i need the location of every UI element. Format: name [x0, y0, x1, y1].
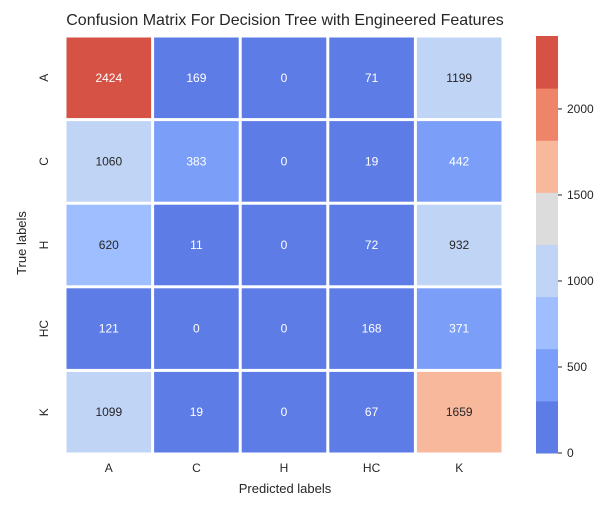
- heatmap-cell-A-A: [66, 37, 152, 119]
- heatmap-cell-C-HC: [329, 121, 414, 202]
- colorbar-segment: [536, 348, 558, 402]
- heatmap-cell-H-K: [416, 204, 502, 286]
- cell-value-label: 932: [449, 238, 469, 252]
- cell-value-label: 1060: [95, 154, 122, 168]
- colorbar-segment: [536, 400, 558, 454]
- heatmap-cell-A-HC: [329, 37, 414, 119]
- cell-value-label: 0: [281, 71, 288, 85]
- y-tick-label: H: [37, 241, 51, 250]
- colorbar-segment: [536, 36, 558, 89]
- colorbar-tick-label: 2000: [567, 102, 594, 116]
- heatmap-cell-HC-A: [66, 288, 152, 369]
- y-tick-label: A: [37, 74, 51, 82]
- cell-value-label: 19: [190, 405, 204, 419]
- cell-value-label: 1099: [95, 405, 122, 419]
- heatmap-cell-K-K: [416, 371, 502, 453]
- heatmap-cell-HC-K: [416, 288, 502, 369]
- heatmap-cell-K-H: [241, 371, 327, 453]
- x-tick-label: A: [105, 461, 113, 475]
- heatmap-cell-labels: 2424 169 0 71 1199 1060 383 0 19 442 620 11 0 72 932 12…: [95, 71, 472, 419]
- heatmap-cell-HC-C: [154, 288, 239, 369]
- chart-title: Confusion Matrix For Decision Tree with …: [66, 12, 504, 29]
- colorbar-tick-label: 1500: [567, 188, 594, 202]
- y-tick-label: K: [37, 408, 51, 416]
- cell-value-label: 620: [99, 238, 119, 252]
- x-tick-label: C: [192, 461, 201, 475]
- heatmap-cell-K-C: [154, 371, 239, 453]
- cell-value-label: 11: [190, 238, 203, 252]
- heatmap-cell-H-H: [241, 204, 327, 286]
- colorbar-segment: [536, 88, 558, 141]
- cell-value-label: 19: [365, 154, 379, 168]
- heatmap-cell-K-HC: [329, 371, 414, 453]
- colorbar-tick-label: 0: [567, 446, 574, 460]
- colorbar-segment: [536, 296, 558, 350]
- cell-value-label: 2424: [95, 71, 122, 85]
- cell-value-label: 0: [281, 405, 288, 419]
- cell-value-label: 383: [186, 154, 206, 168]
- colorbar-tick-labels: 0 500 1000 1500 2000: [558, 102, 594, 460]
- colorbar-segment: [536, 140, 558, 193]
- colorbar: [536, 36, 558, 454]
- colorbar-segment: [536, 192, 558, 245]
- cell-value-label: 0: [193, 322, 200, 336]
- cell-value-label: 0: [281, 154, 288, 168]
- heatmap-cell-A-H: [241, 37, 327, 119]
- x-tick-label: H: [280, 461, 289, 475]
- heatmap-cell-C-H: [241, 121, 327, 202]
- x-tick-labels: A C H HC K: [105, 461, 463, 475]
- cell-value-label: 169: [186, 71, 206, 85]
- cell-value-label: 71: [365, 71, 379, 85]
- cell-value-label: 442: [449, 154, 469, 168]
- cell-value-label: 0: [281, 322, 288, 336]
- cell-value-label: 72: [365, 238, 379, 252]
- x-axis-label: Predicted labels: [239, 481, 332, 496]
- heatmap-cell-C-C: [154, 121, 239, 202]
- cell-value-label: 0: [281, 238, 288, 252]
- heatmap-cell-A-C: [154, 37, 239, 119]
- cell-value-label: 168: [362, 322, 382, 336]
- y-tick-labels: A C H HC K: [37, 74, 51, 416]
- colorbar-segment: [536, 244, 558, 298]
- heatmap-cell-HC-HC: [329, 288, 414, 369]
- colorbar-tick-label: 500: [567, 360, 587, 374]
- heatmap-cell-C-K: [416, 121, 502, 202]
- heatmap-cells: [66, 37, 502, 453]
- heatmap-cell-H-HC: [329, 204, 414, 286]
- x-tick-label: K: [455, 461, 463, 475]
- y-tick-label: C: [37, 157, 51, 166]
- x-tick-label: HC: [363, 461, 381, 475]
- heatmap-cell-H-A: [66, 204, 152, 286]
- colorbar-tick-label: 1000: [567, 274, 594, 288]
- cell-value-label: 371: [449, 322, 469, 336]
- cell-value-label: 121: [99, 322, 119, 336]
- heatmap-cell-K-A: [66, 371, 152, 453]
- y-tick-label: HC: [37, 320, 51, 338]
- cell-value-label: 1659: [446, 405, 473, 419]
- y-axis-label: True labels: [14, 211, 29, 275]
- heatmap-cell-C-A: [66, 121, 152, 202]
- cell-value-label: 67: [365, 405, 379, 419]
- heatmap-cell-HC-H: [241, 288, 327, 369]
- heatmap-cell-A-K: [416, 37, 502, 119]
- cell-value-label: 1199: [446, 71, 472, 85]
- heatmap-cell-H-C: [154, 204, 239, 286]
